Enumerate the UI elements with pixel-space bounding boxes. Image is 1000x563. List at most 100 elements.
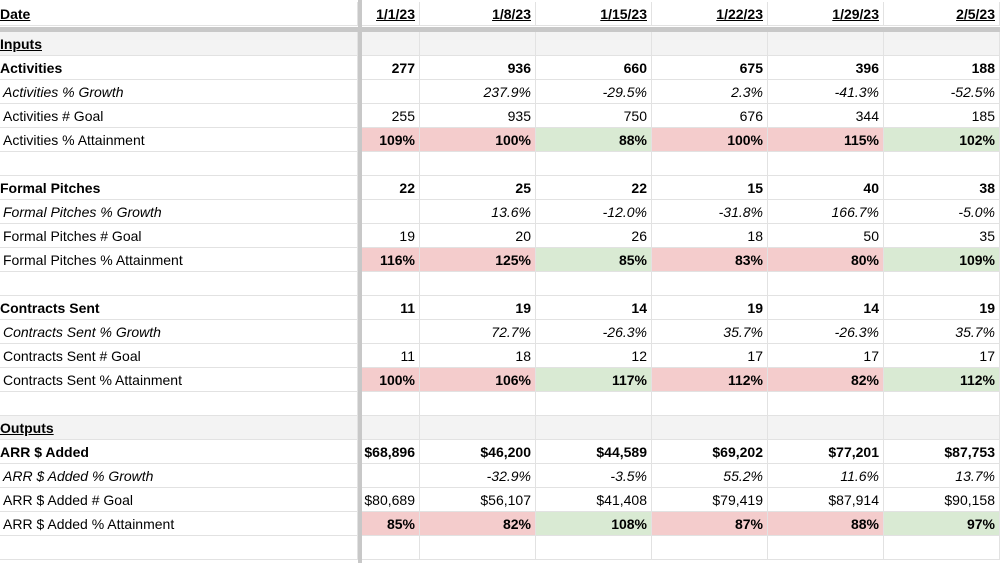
value-cell: -41.3%	[768, 80, 884, 104]
empty-cell	[536, 392, 652, 416]
value-cell: 88%	[536, 128, 652, 152]
row-label: Formal Pitches # Goal	[0, 224, 358, 248]
value-cell: $87,914	[768, 488, 884, 512]
empty-cell	[420, 416, 536, 440]
empty-cell	[768, 152, 884, 176]
empty-cell	[0, 392, 358, 416]
value-cell: -5.0%	[884, 200, 1000, 224]
value-cell: 116%	[362, 248, 420, 272]
value-cell: 100%	[652, 128, 768, 152]
value-cell: 38	[884, 176, 1000, 200]
value-cell: 102%	[884, 128, 1000, 152]
value-cell: 80%	[768, 248, 884, 272]
value-cell: -32.9%	[420, 464, 536, 488]
empty-cell	[420, 272, 536, 296]
value-cell: 936	[420, 56, 536, 80]
empty-cell	[884, 416, 1000, 440]
value-cell: 255	[362, 104, 420, 128]
value-cell: 750	[536, 104, 652, 128]
value-cell: 87%	[652, 512, 768, 536]
value-cell: $41,408	[536, 488, 652, 512]
value-cell: 17	[884, 344, 1000, 368]
value-cell: 55.2%	[652, 464, 768, 488]
value-cell: 22	[362, 176, 420, 200]
value-cell: 112%	[884, 368, 1000, 392]
empty-cell	[652, 392, 768, 416]
value-cell: 100%	[362, 368, 420, 392]
empty-cell	[768, 392, 884, 416]
empty-cell	[884, 392, 1000, 416]
empty-cell	[652, 32, 768, 56]
row-label: ARR $ Added	[0, 440, 358, 464]
section-title: Outputs	[0, 420, 54, 436]
value-cell: 18	[652, 224, 768, 248]
value-cell: 237.9%	[420, 80, 536, 104]
value-cell: $77,201	[768, 440, 884, 464]
row-label: Contracts Sent # Goal	[0, 344, 358, 368]
empty-cell	[768, 416, 884, 440]
value-cell: 25	[420, 176, 536, 200]
empty-cell	[420, 392, 536, 416]
value-cell: 396	[768, 56, 884, 80]
value-cell: 18	[420, 344, 536, 368]
value-cell: 277	[362, 56, 420, 80]
section-title: Inputs	[0, 36, 42, 52]
value-cell: 100%	[420, 128, 536, 152]
value-cell: 166.7%	[768, 200, 884, 224]
empty-cell	[652, 152, 768, 176]
value-cell: -3.5%	[536, 464, 652, 488]
value-cell: 82%	[420, 512, 536, 536]
value-cell: 20	[420, 224, 536, 248]
value-cell: 97%	[884, 512, 1000, 536]
value-cell: 106%	[420, 368, 536, 392]
value-cell: 17	[768, 344, 884, 368]
value-cell: 13.6%	[420, 200, 536, 224]
value-cell: 676	[652, 104, 768, 128]
value-cell: 675	[652, 56, 768, 80]
value-cell: 344	[768, 104, 884, 128]
value-cell: $46,200	[420, 440, 536, 464]
value-cell: 88%	[768, 512, 884, 536]
value-cell: 35	[884, 224, 1000, 248]
header-date: 2/5/23	[884, 2, 1000, 26]
empty-cell	[0, 152, 358, 176]
value-cell: 15	[652, 176, 768, 200]
row-label: Contracts Sent	[0, 296, 358, 320]
row-label: Formal Pitches % Attainment	[0, 248, 358, 272]
value-cell: 14	[536, 296, 652, 320]
empty-cell	[884, 536, 1000, 560]
header-date: 1/29/23	[768, 2, 884, 26]
empty-cell	[362, 272, 420, 296]
empty-cell	[362, 200, 420, 224]
row-label: ARR $ Added % Attainment	[0, 512, 358, 536]
value-cell: $56,107	[420, 488, 536, 512]
empty-cell	[0, 536, 358, 560]
empty-cell	[362, 320, 420, 344]
empty-cell	[0, 272, 358, 296]
row-label: Formal Pitches	[0, 176, 358, 200]
empty-cell	[652, 416, 768, 440]
row-label: Activities	[0, 56, 358, 80]
empty-cell	[362, 80, 420, 104]
empty-cell	[362, 416, 420, 440]
header-date: 1/8/23	[420, 2, 536, 26]
empty-cell	[420, 32, 536, 56]
value-cell: 112%	[652, 368, 768, 392]
value-cell: 40	[768, 176, 884, 200]
value-cell: 85%	[536, 248, 652, 272]
empty-cell	[420, 536, 536, 560]
value-cell: 35.7%	[884, 320, 1000, 344]
row-label: Contracts Sent % Growth	[0, 320, 358, 344]
value-cell: 14	[768, 296, 884, 320]
value-cell: 11	[362, 344, 420, 368]
row-label: Activities % Attainment	[0, 128, 358, 152]
empty-cell	[536, 536, 652, 560]
value-cell: 11	[362, 296, 420, 320]
value-cell: 26	[536, 224, 652, 248]
empty-cell	[768, 272, 884, 296]
row-label: ARR $ Added % Growth	[0, 464, 358, 488]
value-cell: $68,896	[362, 440, 420, 464]
header-date: 1/22/23	[652, 2, 768, 26]
empty-cell	[362, 32, 420, 56]
empty-cell	[652, 272, 768, 296]
